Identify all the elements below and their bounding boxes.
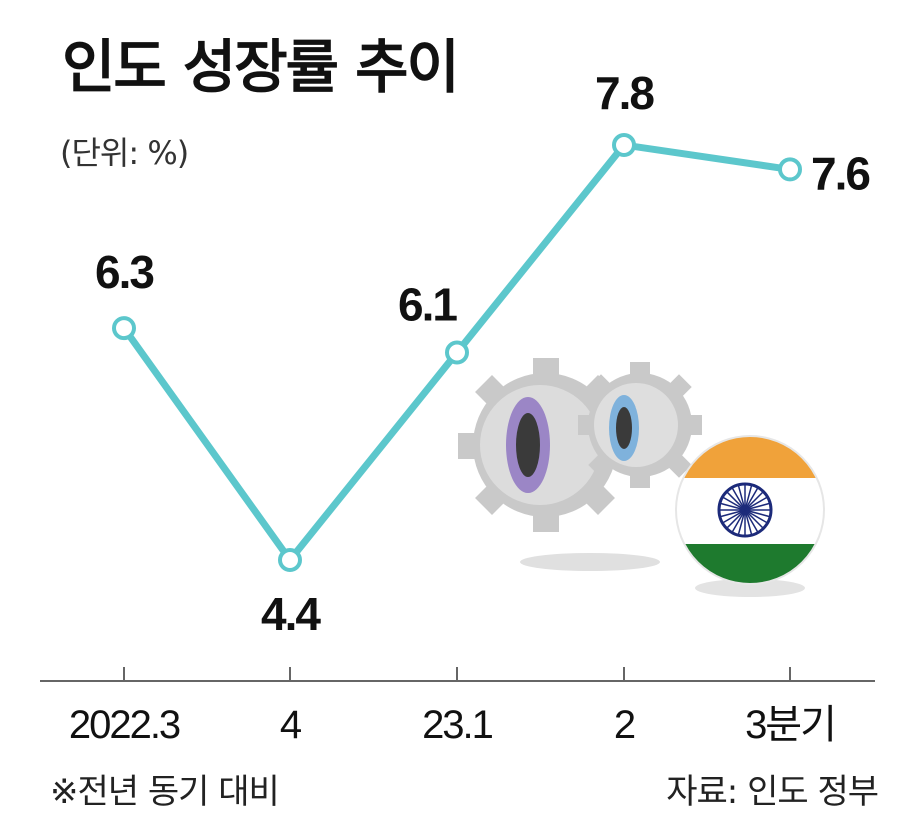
flag-shadow bbox=[695, 579, 805, 597]
footnote: ※전년 동기 대비 bbox=[50, 772, 280, 812]
chart-title: 인도 성장률 추이 bbox=[62, 33, 460, 101]
x-tick-label: 23.1 bbox=[422, 703, 493, 747]
data-point bbox=[278, 548, 302, 572]
data-label: 4.4 bbox=[261, 588, 321, 640]
data-label: 7.6 bbox=[811, 147, 869, 199]
source-note: 자료: 인도 정부 bbox=[666, 772, 879, 812]
x-axis: 2022.3 4 23.1 2 3분기 bbox=[40, 667, 875, 747]
data-point bbox=[445, 340, 469, 365]
data-labels: 6.3 4.4 6.1 7.8 7.6 bbox=[95, 67, 871, 640]
data-label: 6.3 bbox=[95, 246, 153, 298]
series-line bbox=[112, 133, 802, 572]
data-point bbox=[112, 316, 136, 341]
data-label: 7.8 bbox=[595, 67, 654, 119]
gear-shadow bbox=[520, 553, 660, 571]
x-tick-label: 4 bbox=[280, 703, 302, 747]
x-tick-label: 2 bbox=[614, 703, 635, 747]
data-point bbox=[612, 133, 636, 157]
india-flag-icon bbox=[675, 435, 825, 585]
unit-label: (단위: %) bbox=[60, 134, 189, 172]
gear-icon bbox=[578, 362, 702, 488]
data-label: 6.1 bbox=[398, 279, 457, 331]
data-point bbox=[778, 157, 802, 182]
x-tick-label: 3분기 bbox=[745, 703, 835, 747]
gears-flag-illustration bbox=[458, 358, 825, 597]
x-tick-label: 2022.3 bbox=[69, 703, 180, 747]
